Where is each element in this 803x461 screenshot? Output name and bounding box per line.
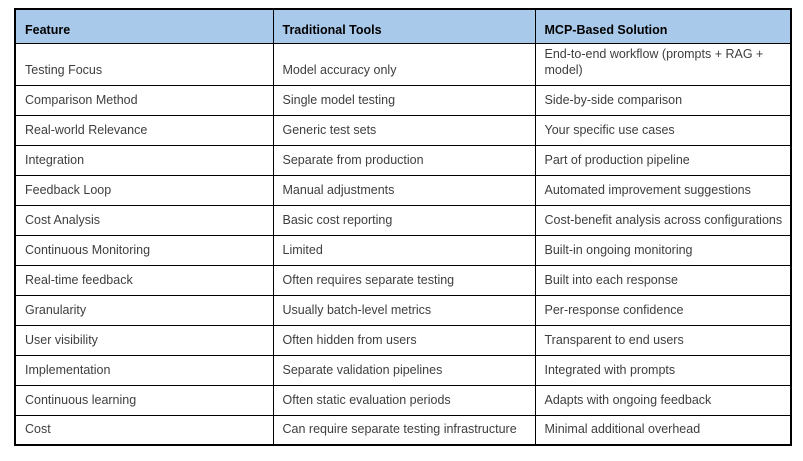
traditional-tools-cell: Often requires separate testing: [272, 264, 536, 296]
table-row: Real-time feedback Often requires separa…: [14, 264, 792, 296]
table-row: Testing Focus Model accuracy only End-to…: [14, 42, 792, 86]
table-row: Granularity Usually batch-level metrics …: [14, 294, 792, 326]
header-traditional-tools: Traditional Tools: [272, 8, 536, 44]
feature-cell: Cost: [14, 414, 274, 446]
mcp-solution-cell: Side-by-side comparison: [534, 84, 792, 116]
traditional-tools-cell: Limited: [272, 234, 536, 266]
mcp-solution-cell: End-to-end workflow (prompts + RAG + mod…: [534, 42, 792, 86]
header-mcp-based-solution: MCP-Based Solution: [534, 8, 792, 44]
feature-cell: Testing Focus: [14, 42, 274, 86]
feature-cell: User visibility: [14, 324, 274, 356]
table-row: Continuous learning Often static evaluat…: [14, 384, 792, 416]
mcp-solution-cell: Integrated with prompts: [534, 354, 792, 386]
mcp-solution-cell: Built into each response: [534, 264, 792, 296]
feature-cell: Comparison Method: [14, 84, 274, 116]
table-row: Cost Can require separate testing infras…: [14, 414, 792, 446]
table-row: Continuous Monitoring Limited Built-in o…: [14, 234, 792, 266]
feature-cell: Granularity: [14, 294, 274, 326]
feature-cell: Implementation: [14, 354, 274, 386]
header-feature: Feature: [14, 8, 274, 44]
header-row: Feature Traditional Tools MCP-Based Solu…: [14, 8, 792, 44]
feature-cell: Cost Analysis: [14, 204, 274, 236]
traditional-tools-cell: Separate validation pipelines: [272, 354, 536, 386]
traditional-tools-cell: Generic test sets: [272, 114, 536, 146]
feature-cell: Feedback Loop: [14, 174, 274, 206]
mcp-solution-cell: Built-in ongoing monitoring: [534, 234, 792, 266]
table-row: User visibility Often hidden from users …: [14, 324, 792, 356]
mcp-solution-cell: Cost-benefit analysis across configurati…: [534, 204, 792, 236]
mcp-solution-cell: Your specific use cases: [534, 114, 792, 146]
traditional-tools-cell: Separate from production: [272, 144, 536, 176]
traditional-tools-cell: Can require separate testing infrastruct…: [272, 414, 536, 446]
mcp-solution-cell: Adapts with ongoing feedback: [534, 384, 792, 416]
feature-cell: Real-world Relevance: [14, 114, 274, 146]
mcp-solution-cell: Per-response confidence: [534, 294, 792, 326]
comparison-table: Feature Traditional Tools MCP-Based Solu…: [14, 8, 792, 446]
feature-cell: Continuous learning: [14, 384, 274, 416]
mcp-solution-cell: Automated improvement suggestions: [534, 174, 792, 206]
feature-cell: Real-time feedback: [14, 264, 274, 296]
table-row: Integration Separate from production Par…: [14, 144, 792, 176]
traditional-tools-cell: Model accuracy only: [272, 42, 536, 86]
traditional-tools-cell: Often hidden from users: [272, 324, 536, 356]
table-row: Implementation Separate validation pipel…: [14, 354, 792, 386]
mcp-solution-cell: Transparent to end users: [534, 324, 792, 356]
feature-cell: Continuous Monitoring: [14, 234, 274, 266]
mcp-solution-cell: Minimal additional overhead: [534, 414, 792, 446]
table-row: Cost Analysis Basic cost reporting Cost-…: [14, 204, 792, 236]
table-row: Feedback Loop Manual adjustments Automat…: [14, 174, 792, 206]
traditional-tools-cell: Single model testing: [272, 84, 536, 116]
traditional-tools-cell: Basic cost reporting: [272, 204, 536, 236]
traditional-tools-cell: Often static evaluation periods: [272, 384, 536, 416]
comparison-table-container: Feature Traditional Tools MCP-Based Solu…: [14, 8, 792, 446]
table-row: Comparison Method Single model testing S…: [14, 84, 792, 116]
traditional-tools-cell: Manual adjustments: [272, 174, 536, 206]
mcp-solution-cell: Part of production pipeline: [534, 144, 792, 176]
table-row: Real-world Relevance Generic test sets Y…: [14, 114, 792, 146]
feature-cell: Integration: [14, 144, 274, 176]
traditional-tools-cell: Usually batch-level metrics: [272, 294, 536, 326]
